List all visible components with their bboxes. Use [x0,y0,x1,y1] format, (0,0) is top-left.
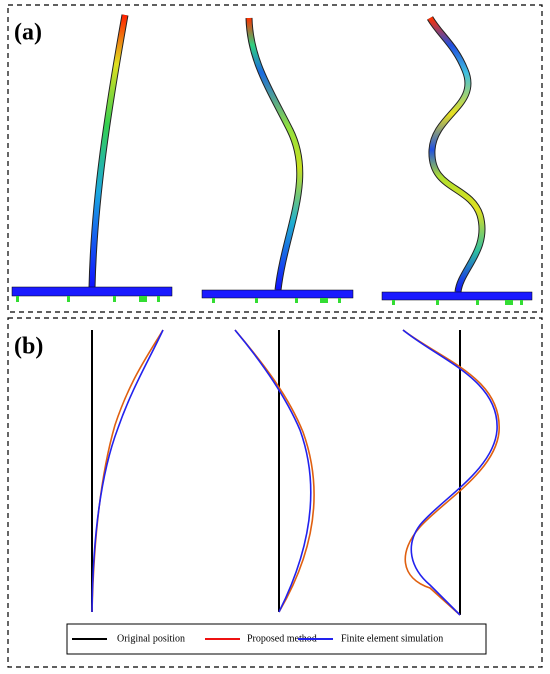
base-plate [381,291,533,301]
supports [16,296,523,305]
beam [427,16,485,293]
legend [66,623,487,655]
beam-outline [426,16,486,293]
panel-label: (b) [14,334,43,360]
legend-label: Original position [117,633,185,644]
original-position [91,330,461,615]
beam [246,17,303,291]
panel-b: (b) Original position Proposed method Fi… [7,317,543,668]
beam [89,14,128,289]
legend-label: Finite element simulation [341,633,443,644]
legend-label: Proposed method [247,633,317,644]
base-plate [201,289,354,299]
base-plate [11,286,173,297]
fem-curve [91,329,498,616]
panel-a: (a) [7,4,543,313]
panel-label: (a) [14,20,42,46]
panel-frame [7,4,543,313]
